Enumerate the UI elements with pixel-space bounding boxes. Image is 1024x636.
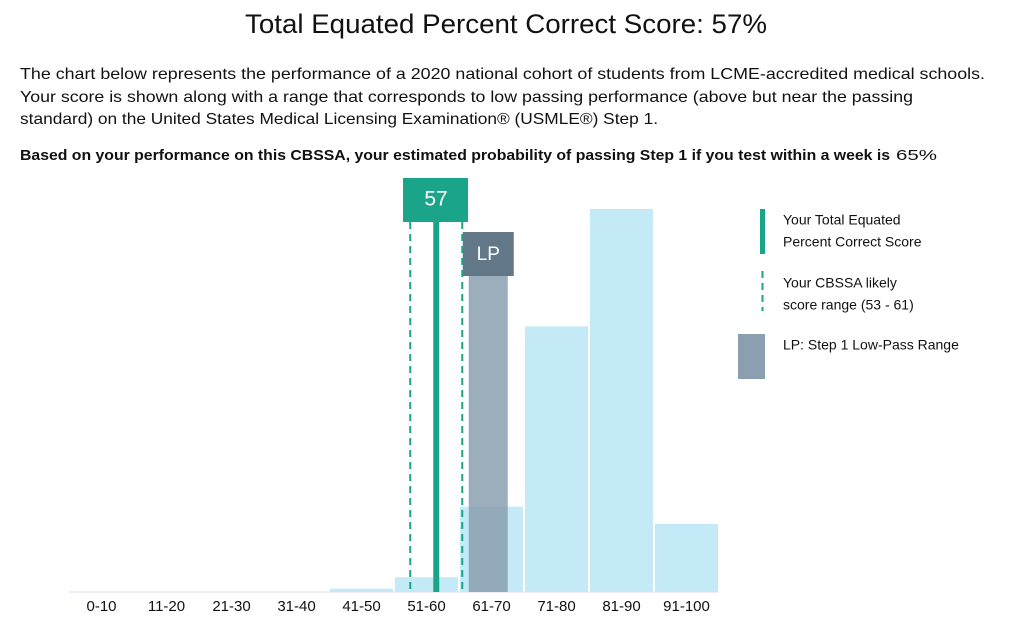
lp-label: LP [477, 244, 500, 265]
x-tick-label: 61-70 [472, 598, 510, 615]
x-tick-label: 0-10 [86, 598, 116, 615]
legend-label: LP: Step 1 Low-Pass Range [783, 337, 959, 353]
legend-label: Your Total Equated [783, 212, 901, 228]
bar [590, 209, 653, 592]
x-tick-label: 21-30 [212, 598, 250, 615]
score-label-box [403, 178, 468, 222]
legend-label: Percent Correct Score [783, 234, 922, 250]
bar [395, 577, 458, 592]
probability-sentence: Based on your performance on this CBSSA,… [20, 147, 890, 164]
lp-range [468, 276, 508, 592]
x-tick-label: 81-90 [602, 598, 640, 615]
probability: 65% [896, 147, 937, 164]
description-line: standard) on the United States Medical L… [20, 111, 658, 128]
description-line: The chart below represents the performan… [20, 66, 985, 83]
x-tick-label: 11-20 [148, 598, 185, 615]
x-tick-label: 51-60 [407, 598, 445, 615]
x-tick-label: 91-100 [663, 598, 710, 615]
x-tick-label: 41-50 [342, 598, 380, 615]
score-label: 57 [424, 188, 447, 211]
legend-swatch [738, 334, 765, 379]
legend-label: Your CBSSA likely [783, 275, 897, 291]
title: Total Equated Percent Correct Score: 57% [245, 9, 767, 39]
x-tick-label: 71-80 [537, 598, 575, 615]
bar [655, 523, 718, 592]
bar [330, 588, 393, 592]
bar [525, 326, 588, 592]
legend-swatch [760, 209, 765, 254]
lp-label-box [462, 232, 514, 276]
legend-label: score range (53 - 61) [783, 297, 914, 313]
description-line: Your score is shown along with a range t… [20, 89, 913, 106]
x-tick-label: 31-40 [277, 598, 315, 615]
